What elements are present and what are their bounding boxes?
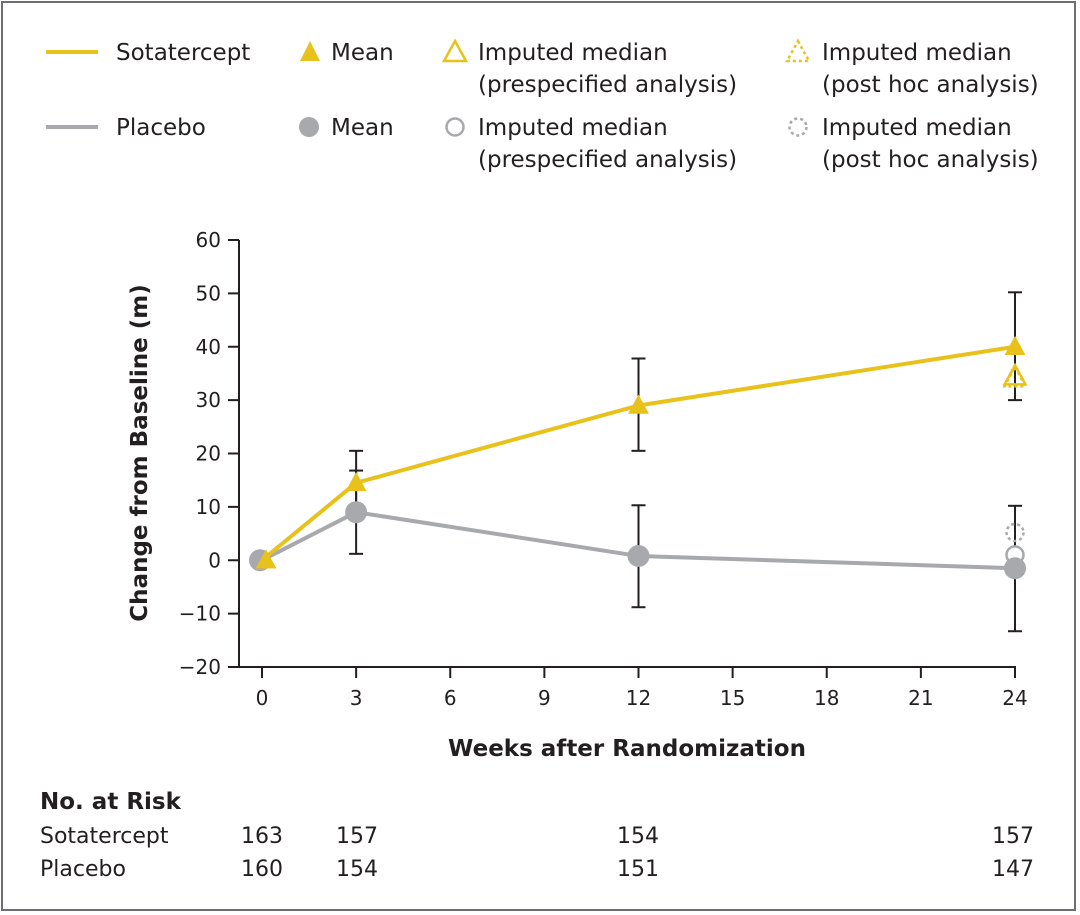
y-tick-label: 0 [208, 548, 221, 572]
at-risk-row-label: Placebo [40, 857, 126, 882]
at-risk-value: 154 [617, 824, 659, 849]
y-tick-label: 10 [196, 495, 221, 519]
at-risk-value: 147 [992, 857, 1034, 882]
x-tick-label: 6 [444, 686, 457, 710]
x-tick-label: 0 [256, 686, 269, 710]
at-risk-title: No. at Risk [40, 789, 182, 815]
legend: Sotatercept Mean Imputed median (prespec… [46, 38, 1039, 173]
legend-sotatercept-imputed-prespecified-icon [441, 38, 469, 63]
y-tick-label: 30 [196, 388, 221, 412]
y-ticks: −20 −10 0 10 20 30 40 50 60 [179, 228, 239, 679]
placebo-imputed-posthoc-marker [1005, 522, 1025, 543]
x-tick-label: 3 [350, 686, 363, 710]
x-tick-label: 12 [626, 686, 651, 710]
legend-sotatercept-imputed-prespecified-label-2: (prespecified analysis) [478, 72, 737, 98]
sotatercept-series-line [260, 344, 1016, 562]
sotatercept-imputed-posthoc-marker [1002, 364, 1028, 388]
at-risk-value: 151 [617, 857, 659, 882]
legend-placebo-imputed-prespecified-label-1: Imputed median [478, 115, 668, 141]
y-tick-label: 50 [196, 281, 221, 305]
at-risk-value: 163 [241, 824, 283, 849]
legend-sotatercept-imputed-posthoc-label-1: Imputed median [822, 40, 1012, 66]
at-risk-value: 157 [336, 824, 378, 849]
y-tick-label: 40 [196, 335, 221, 359]
placebo-series-line [261, 510, 1016, 571]
placebo-mean-marker [627, 544, 650, 567]
legend-placebo-imputed-posthoc-label-1: Imputed median [822, 115, 1012, 141]
sotatercept-mean-marker [345, 471, 367, 492]
legend-sotatercept-mean-label: Mean [331, 40, 394, 66]
x-tick-label: 21 [908, 686, 933, 710]
x-tick-label: 18 [814, 686, 839, 710]
x-tick-label: 9 [538, 686, 551, 710]
at-risk-value: 157 [992, 824, 1034, 849]
y-tick-label: −20 [179, 655, 221, 679]
legend-placebo-imputed-prespecified-icon [445, 117, 465, 137]
legend-placebo-label: Placebo [116, 115, 206, 141]
axes: −20 −10 0 10 20 30 40 50 60 0 3 6 9 12 15 18 21 24 Chang… [127, 228, 1028, 762]
legend-sotatercept-label: Sotatercept [116, 40, 250, 66]
placebo-mean-marker [1004, 557, 1026, 580]
x-axis-title: Weeks after Randomization [448, 736, 806, 762]
y-tick-label: 60 [196, 228, 221, 252]
placebo-mean-marker [345, 501, 368, 524]
y-tick-label: −10 [179, 602, 221, 626]
legend-placebo-imputed-posthoc-label-2: (post hoc analysis) [822, 147, 1039, 173]
y-tick-label: 20 [196, 442, 221, 466]
plot-area [249, 291, 1028, 633]
legend-sotatercept-imputed-prespecified-label-1: Imputed median [478, 40, 668, 66]
legend-placebo-imputed-posthoc-icon [788, 117, 808, 137]
legend-sotatercept-imputed-posthoc-label-2: (post hoc analysis) [822, 72, 1039, 98]
y-axis-title: Change from Baseline (m) [127, 284, 153, 621]
x-tick-label: 24 [1002, 686, 1027, 710]
at-risk-value: 160 [241, 857, 283, 882]
x-tick-label: 15 [720, 686, 745, 710]
legend-placebo-mean-icon [299, 117, 319, 137]
legend-sotatercept-imputed-posthoc-icon [784, 38, 812, 63]
at-risk-row-label: Sotatercept [40, 824, 169, 849]
x-ticks: 0 3 6 9 12 15 18 21 24 [256, 667, 1028, 710]
sotatercept-mean-marker [255, 549, 277, 569]
legend-sotatercept-mean-icon [300, 41, 320, 61]
at-risk-value: 154 [336, 857, 378, 882]
legend-placebo-mean-label: Mean [331, 115, 394, 141]
legend-placebo-imputed-prespecified-label-2: (prespecified analysis) [478, 147, 737, 173]
sotatercept-mean-marker [1004, 335, 1026, 355]
at-risk-table: No. at Risk Sotatercept 163 157 154 157 Place… [40, 789, 1034, 882]
sotatercept-mean-marker [628, 394, 649, 414]
